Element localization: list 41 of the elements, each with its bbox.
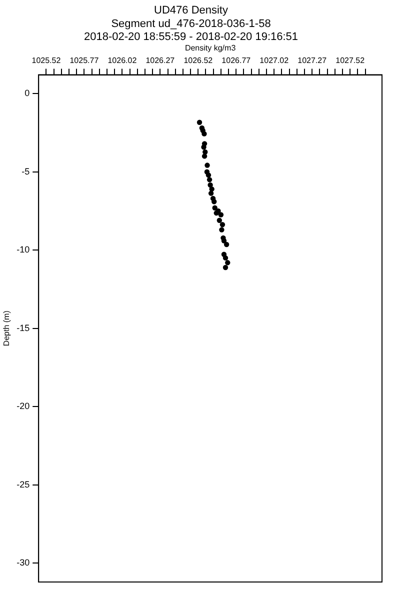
point	[206, 177, 212, 182]
point	[220, 222, 226, 228]
point	[206, 172, 212, 178]
chart-title: UD476 Density	[154, 4, 228, 17]
x-tick-label: 1026.02	[108, 56, 138, 66]
y-tick-label: -5	[22, 166, 30, 176]
y-axis-title: Depth (m)	[2, 310, 12, 346]
point	[202, 154, 208, 159]
x-axis-title: Density kg/m3	[184, 44, 236, 53]
chart-subtitle: Segment ud_476-2018-036-1-58	[111, 18, 271, 30]
point	[196, 120, 202, 125]
point	[202, 131, 207, 136]
y-tick-label: -10	[16, 244, 30, 255]
y-tick-label: -15	[16, 322, 30, 333]
point	[212, 205, 218, 210]
text: 2018-02-20 18:55:59 - 2018-02-20 19:16:51	[84, 31, 298, 44]
point	[225, 260, 230, 266]
point	[222, 255, 228, 261]
point	[216, 218, 222, 223]
point	[222, 264, 228, 270]
point	[221, 238, 227, 244]
point	[224, 242, 230, 248]
y-tick-label: -30	[16, 558, 30, 568]
point	[209, 186, 214, 192]
x-tick-label: 1027.52	[336, 56, 366, 66]
y-tick-label: -25	[16, 479, 30, 490]
y-tick-label: -20	[16, 401, 30, 412]
point	[219, 227, 224, 232]
x-tick-label: 1026.77	[222, 56, 252, 66]
point	[218, 212, 224, 218]
point	[201, 144, 206, 150]
x-tick-label: 1026.27	[146, 56, 176, 66]
x-tick-label: 1026.52	[184, 56, 214, 66]
point	[208, 190, 214, 196]
x-tick-label: 1025.77	[70, 56, 100, 66]
x-tick-label: 1025.52	[32, 56, 62, 66]
y-tick-label: 0	[24, 88, 30, 98]
x-tick-label: 1027.02	[260, 56, 290, 66]
point	[204, 162, 210, 168]
x-tick-label: 1027.27	[298, 56, 328, 66]
point	[212, 199, 217, 204]
